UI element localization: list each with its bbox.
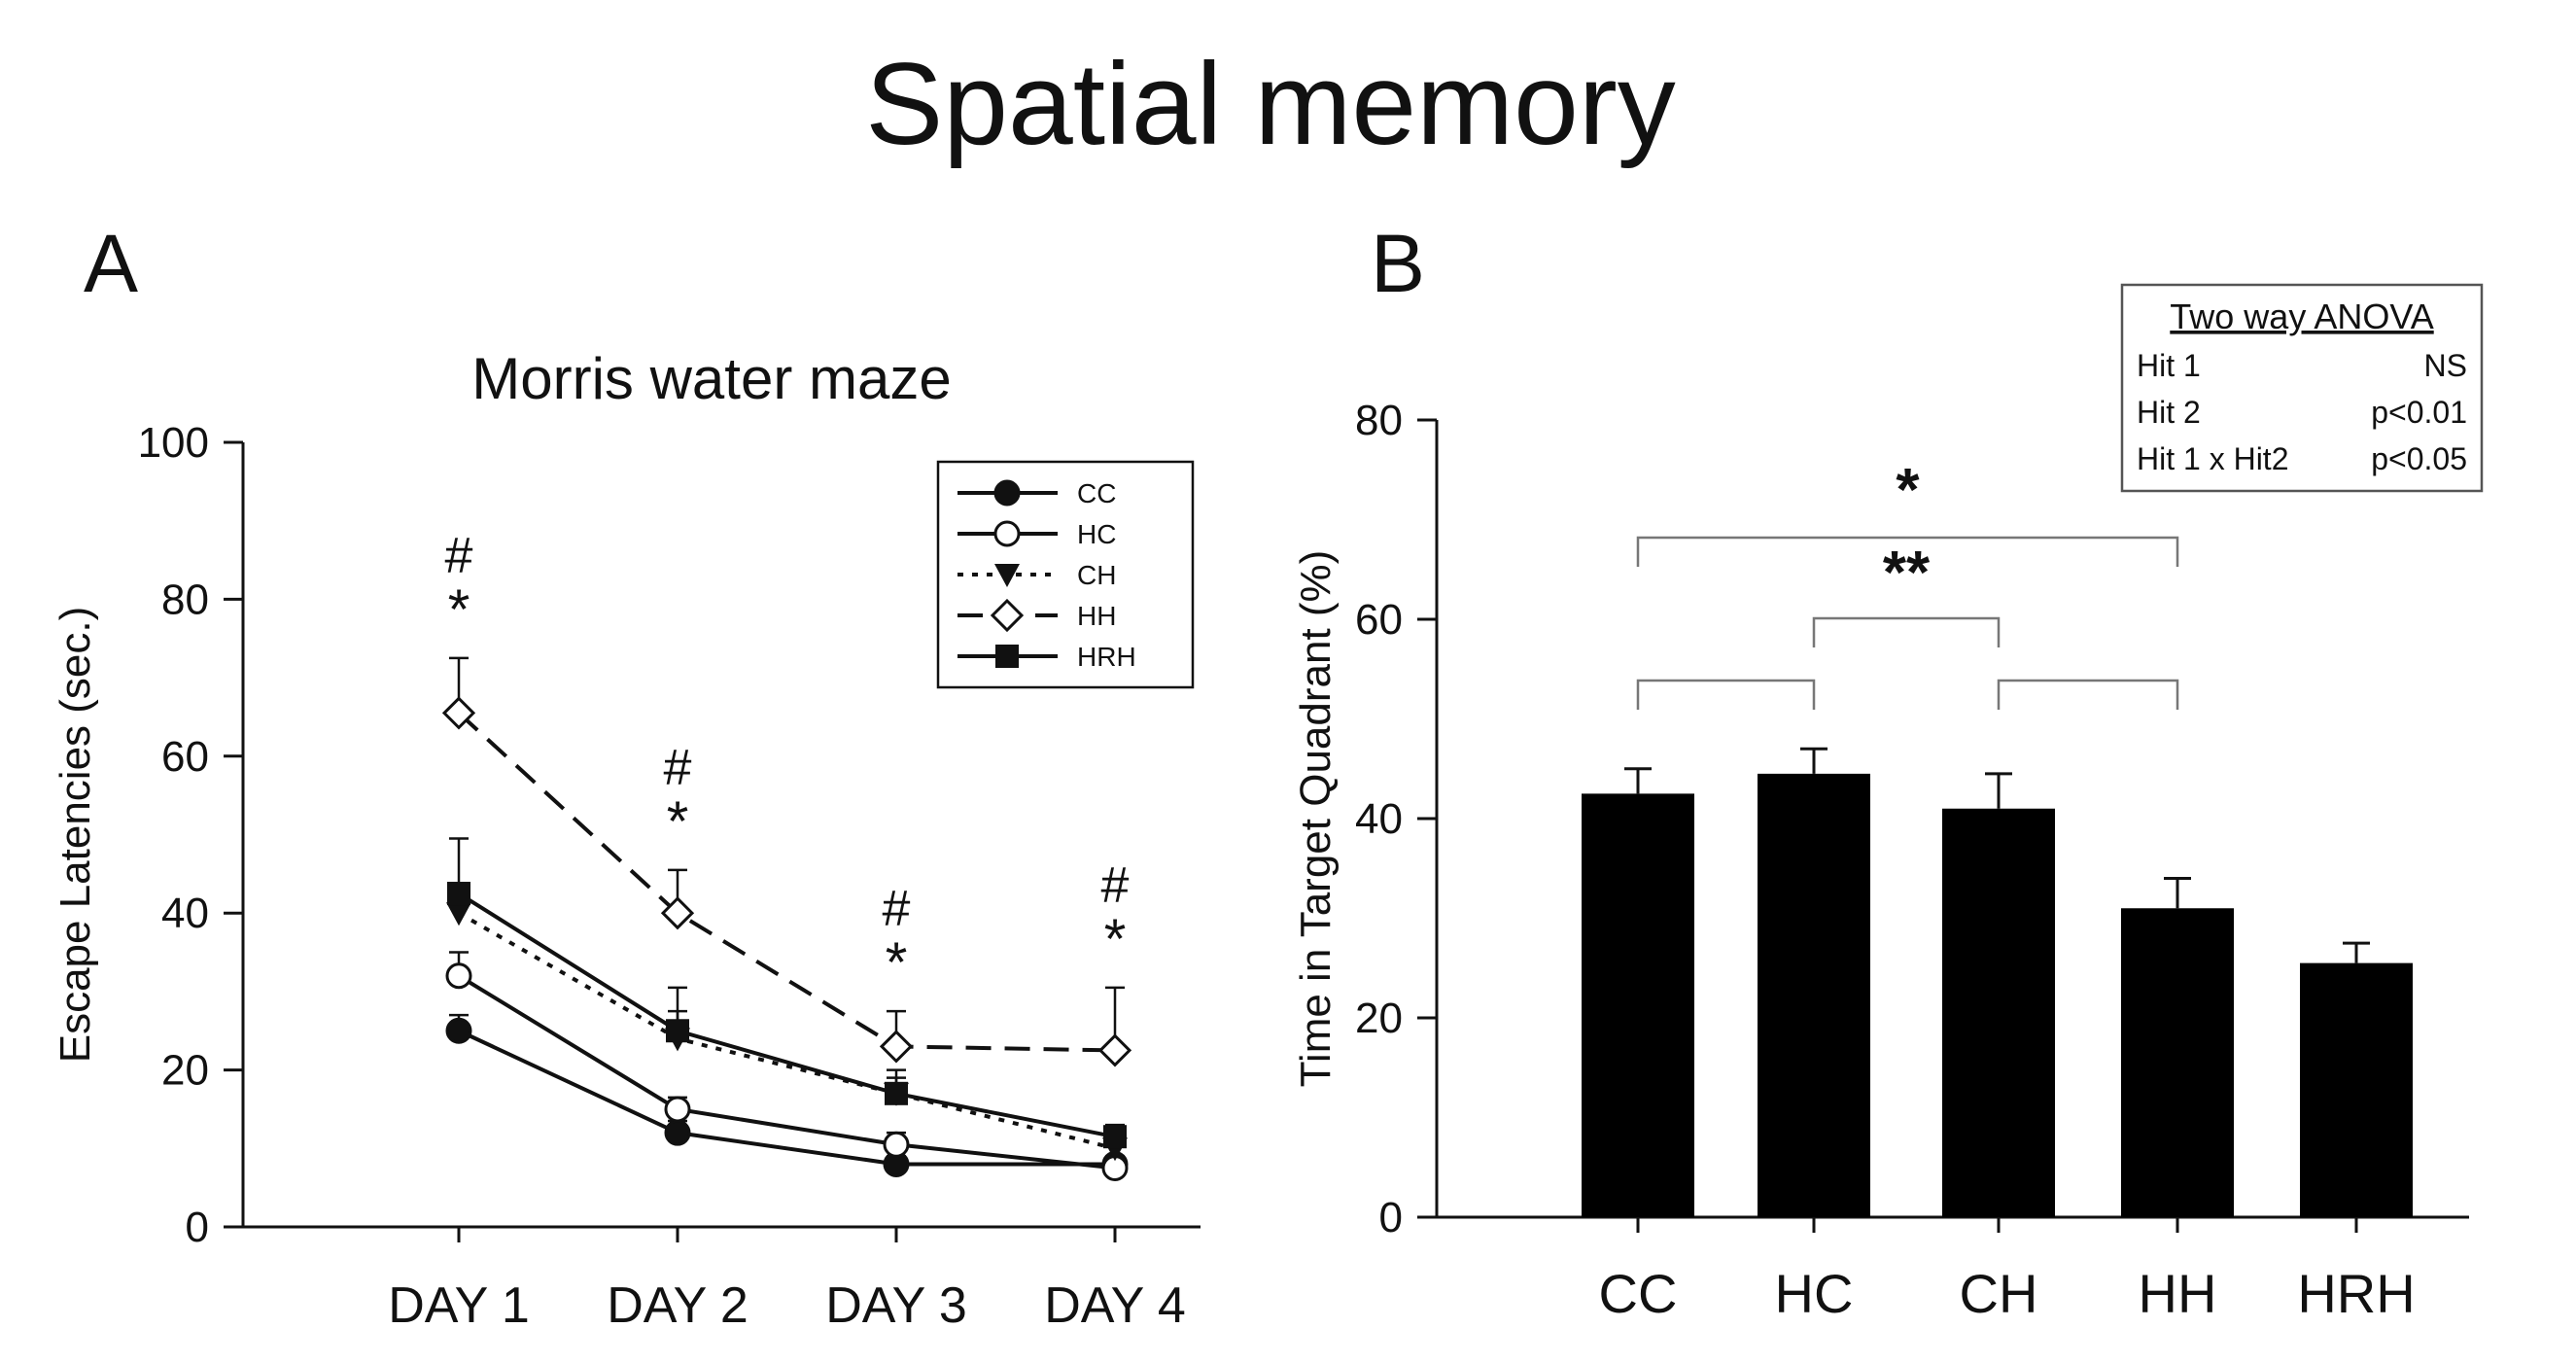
data-point-hh xyxy=(1097,1033,1132,1067)
data-point-hrh xyxy=(885,1081,908,1105)
significance-hash: # xyxy=(664,740,692,796)
data-point-cc xyxy=(445,1017,472,1044)
data-point-hrh xyxy=(666,1019,689,1043)
bracket-significance-label: * xyxy=(1896,457,1920,524)
legend-marker-hrh xyxy=(995,645,1019,668)
legend-marker-hh xyxy=(990,598,1025,633)
legend-marker-ch xyxy=(994,564,1020,587)
stats-result: p<0.01 xyxy=(2371,395,2467,430)
bar-ch xyxy=(1942,808,2055,1217)
x-tick-label: DAY 3 xyxy=(825,1277,967,1334)
y-axis-label: Time in Target Quadrant (%) xyxy=(1292,550,1340,1088)
legend-label: CH xyxy=(1077,560,1116,590)
stats-box-border xyxy=(2120,283,2484,493)
bar-hrh xyxy=(2300,962,2413,1217)
data-point-hc xyxy=(445,962,472,990)
legend: CC HC CH HH HRH xyxy=(936,460,1195,689)
y-tick-label: 60 xyxy=(1355,596,1403,644)
legend-label: HH xyxy=(1077,601,1116,631)
stats-factor: Hit 2 xyxy=(2137,395,2201,430)
data-point-cc xyxy=(664,1119,691,1146)
data-point-hc xyxy=(664,1096,691,1123)
legend-marker-cc xyxy=(993,479,1021,507)
legend-marker-hc xyxy=(993,520,1021,547)
panel-a-label: A xyxy=(84,218,138,309)
series-line-hc xyxy=(457,974,1116,1171)
bracket-significance-label: ** xyxy=(1883,540,1931,607)
y-tick-label: 20 xyxy=(1355,995,1403,1042)
panel-a-line-chart: Morris water maze 0 20 40 60 80 100 DAY 1 DAY 2 D… xyxy=(52,346,1201,1334)
panel-b-bar-chart: 0 20 40 60 80 CC HC CH HH HRH Time in Target Quadr… xyxy=(1292,283,2484,1324)
y-tick-label: 0 xyxy=(1379,1194,1403,1241)
x-tick-label: DAY 2 xyxy=(607,1277,748,1334)
data-point-hc xyxy=(883,1131,910,1158)
legend-label: CC xyxy=(1077,478,1116,508)
legend-box xyxy=(936,460,1195,689)
stats-result: NS xyxy=(2424,348,2467,383)
x-tick-label: DAY 4 xyxy=(1044,1277,1186,1334)
y-tick-label: 40 xyxy=(161,890,209,937)
significance-star: * xyxy=(448,578,470,642)
significance-star: * xyxy=(667,790,689,854)
x-tick-label: HH xyxy=(2139,1263,2217,1324)
series-cc xyxy=(449,1013,1125,1167)
series-hrh xyxy=(449,837,1125,1139)
figure-title: Spatial memory xyxy=(865,39,1676,169)
comparison-bracket xyxy=(1636,679,1816,710)
comparison-bracket xyxy=(1812,616,2001,647)
bar-hc xyxy=(1758,773,1870,1217)
comparison-bracket xyxy=(1997,679,2179,710)
series-line-hh xyxy=(457,711,1116,1053)
y-tick-label: 100 xyxy=(138,419,209,467)
x-tick-label: CH xyxy=(1960,1263,2038,1324)
stats-box-title: Two way ANOVA xyxy=(2170,297,2433,336)
data-point-ch xyxy=(446,902,471,926)
series-ch xyxy=(449,884,1125,1151)
data-point-hrh xyxy=(1103,1125,1127,1149)
y-tick-label: 60 xyxy=(161,733,209,781)
series-line-ch xyxy=(458,911,1116,1151)
significance-hash: # xyxy=(445,528,473,584)
x-tick-label: HC xyxy=(1775,1263,1854,1324)
legend-label: HRH xyxy=(1077,642,1136,672)
stats-factor: Hit 1 x Hit2 xyxy=(2137,441,2288,476)
bar-hh xyxy=(2121,908,2234,1217)
data-point-hrh xyxy=(447,882,470,906)
significance-star: * xyxy=(1104,908,1127,971)
y-tick-label: 0 xyxy=(186,1204,209,1251)
y-tick-label: 80 xyxy=(1355,397,1403,444)
series-line-hrh xyxy=(457,891,1116,1139)
x-tick-label: HRH xyxy=(2297,1263,2415,1324)
panel-b-label: B xyxy=(1371,218,1425,309)
y-axis-label: Escape Latencies (sec.) xyxy=(52,607,99,1064)
y-tick-label: 40 xyxy=(1355,795,1403,843)
y-tick-label: 80 xyxy=(161,576,209,623)
legend-label: HC xyxy=(1077,519,1116,549)
panel-a-title: Morris water maze xyxy=(471,346,951,411)
stats-result: p<0.05 xyxy=(2371,441,2467,476)
stats-factor: Hit 1 xyxy=(2137,348,2201,383)
data-point-hh xyxy=(879,1030,914,1064)
bar-cc xyxy=(1582,793,1694,1217)
y-tick-label: 20 xyxy=(161,1047,209,1095)
significance-star: * xyxy=(886,931,908,995)
series-hh xyxy=(449,656,1125,1053)
significance-hash: # xyxy=(883,881,911,937)
x-tick-label: CC xyxy=(1599,1263,1678,1324)
data-point-hh xyxy=(441,696,476,730)
data-point-hh xyxy=(660,896,695,930)
x-tick-label: DAY 1 xyxy=(388,1277,530,1334)
comparison-bracket xyxy=(1636,536,2179,567)
anova-stats-box: Two way ANOVA Hit 1 NS Hit 2 p<0.01 Hit 1 x H… xyxy=(2120,283,2484,493)
series-line-cc xyxy=(458,1029,1115,1167)
significance-hash: # xyxy=(1101,857,1130,914)
